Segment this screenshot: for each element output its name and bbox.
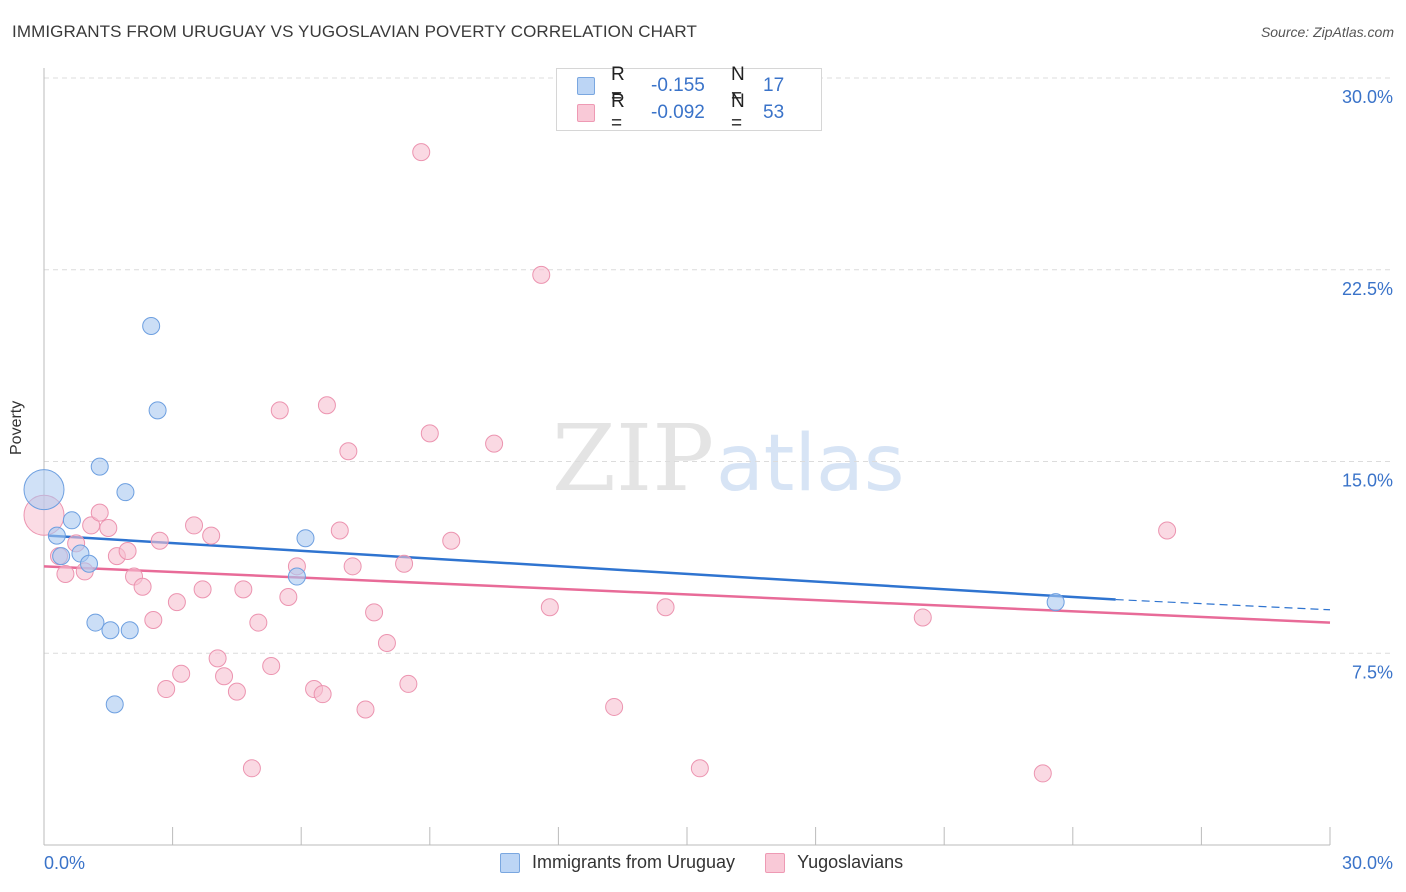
yugoslavian-point [234,580,253,599]
yugoslavian-point [193,580,212,599]
legend-swatch-yugoslavians [577,104,595,122]
y-tick-label: 15.0% [1342,471,1393,491]
yugoslavian-point [313,685,332,704]
yugoslavian-point [532,265,551,284]
yugoslavian-point [356,700,375,719]
uruguay-point [52,547,71,566]
yugoslavian-point [412,143,431,162]
yugoslavian-point [365,603,384,622]
yugoslavian-point [167,593,186,612]
yugoslavian-point [90,503,109,522]
x-tick-label: 0.0% [44,853,85,873]
watermark-zip: ZIP [552,405,714,512]
legend-r-value: -0.155 [651,75,705,96]
yugoslavian-point [913,608,932,627]
legend-n-label: N = [731,91,745,134]
uruguay-point [142,316,161,335]
uruguay-point [120,621,139,640]
yugoslavian-point [172,664,191,683]
uruguay-point [287,567,306,586]
yugoslavian-point [262,657,281,676]
yugoslavian-point [208,649,227,668]
watermark: ZIP atlas [552,405,905,512]
yugoslavian-point [317,396,336,415]
yugoslavian-point [420,424,439,443]
yugoslavian-point [118,541,137,560]
yugoslavian-point [202,526,221,545]
chart-title: IMMIGRANTS FROM URUGUAY VS YUGOSLAVIAN P… [12,22,697,41]
legend-item-yugoslavians: Yugoslavians [765,852,903,873]
yugoslavian-point [144,611,163,630]
y-tick-label: 7.5% [1352,662,1393,682]
yugoslavian-point [339,442,358,461]
yugoslavian-point [377,634,396,653]
yugoslavian-point [690,759,709,778]
legend-item-uruguay: Immigrants from Uruguay [500,852,735,873]
yugoslavian-point [1158,521,1177,540]
legend-r-value: -0.092 [651,102,705,123]
legend-n-value: 17 [763,75,785,96]
legend-row-uruguay: R = -0.155 N = 17 [577,64,785,107]
legend-r-label: R = [611,91,625,134]
uruguay-point [148,401,167,420]
yugoslavian-point [540,598,559,617]
yugoslavian-point [442,531,461,550]
uruguay-point [105,695,124,714]
uruguay-point [90,457,109,476]
yugoslavian-point [133,577,152,596]
legend-swatch-uruguay [500,852,520,873]
yugoslavian-point [343,557,362,576]
uruguay-point [1046,593,1065,612]
yugoslavian-point [157,680,176,699]
yugoslavian-point [185,516,204,535]
yugoslavian-point [395,554,414,573]
legend-n-label: N = [731,64,745,107]
yugoslavian-point [227,682,246,701]
uruguay-trend-line [48,534,1116,601]
uruguay-point [23,469,65,511]
watermark-atlas: atlas [716,419,905,509]
y-tick-label: 30.0% [1342,87,1393,107]
y-tick-label: 22.5% [1342,279,1393,299]
uruguay-point [62,511,81,530]
yugoslavian-point [399,674,418,693]
yugoslavian-point [82,516,101,535]
uruguay-point [101,621,120,640]
legend-label-uruguay: Immigrants from Uruguay [532,852,736,872]
yugoslavian-point [485,434,504,453]
legend-swatch-yugoslavians [765,852,786,873]
uruguay-point [47,526,66,545]
uruguay-point [86,613,105,632]
yugoslavian-point [1033,764,1052,783]
yugoslavian-point [279,588,298,607]
uruguay-point [116,483,135,502]
yugoslavian-point [656,598,675,617]
legend-swatch-uruguay [577,77,595,95]
yugoslavian-point [150,531,169,550]
source-label: Source: ZipAtlas.com [1260,24,1394,40]
yugoslavian-trend-line [43,565,1331,624]
yugoslavian-point [249,613,268,632]
legend-r-label: R = [611,64,625,107]
legend-label-yugoslavians: Yugoslavians [797,852,904,872]
uruguay-trend-extension [1115,598,1331,611]
yugoslavian-point [215,667,234,686]
legend-n-value: 53 [763,102,785,123]
yugoslavian-point [242,759,261,778]
uruguay-point [80,554,99,573]
x-tick-label: 30.0% [1342,853,1393,873]
series-legend: Immigrants from Uruguay Yugoslavians [500,852,933,873]
correlation-legend: R = -0.155 N = 17 R = -0.092 N = 53 [556,64,822,134]
yugoslavian-point [99,518,118,537]
legend-row-yugoslavians: R = -0.092 N = 53 [577,91,785,134]
yugoslavian-point [270,401,289,420]
uruguay-point [296,529,315,548]
yugoslavian-point [56,564,75,583]
yugoslavian-point [605,697,624,716]
yugoslavian-point [330,521,349,540]
